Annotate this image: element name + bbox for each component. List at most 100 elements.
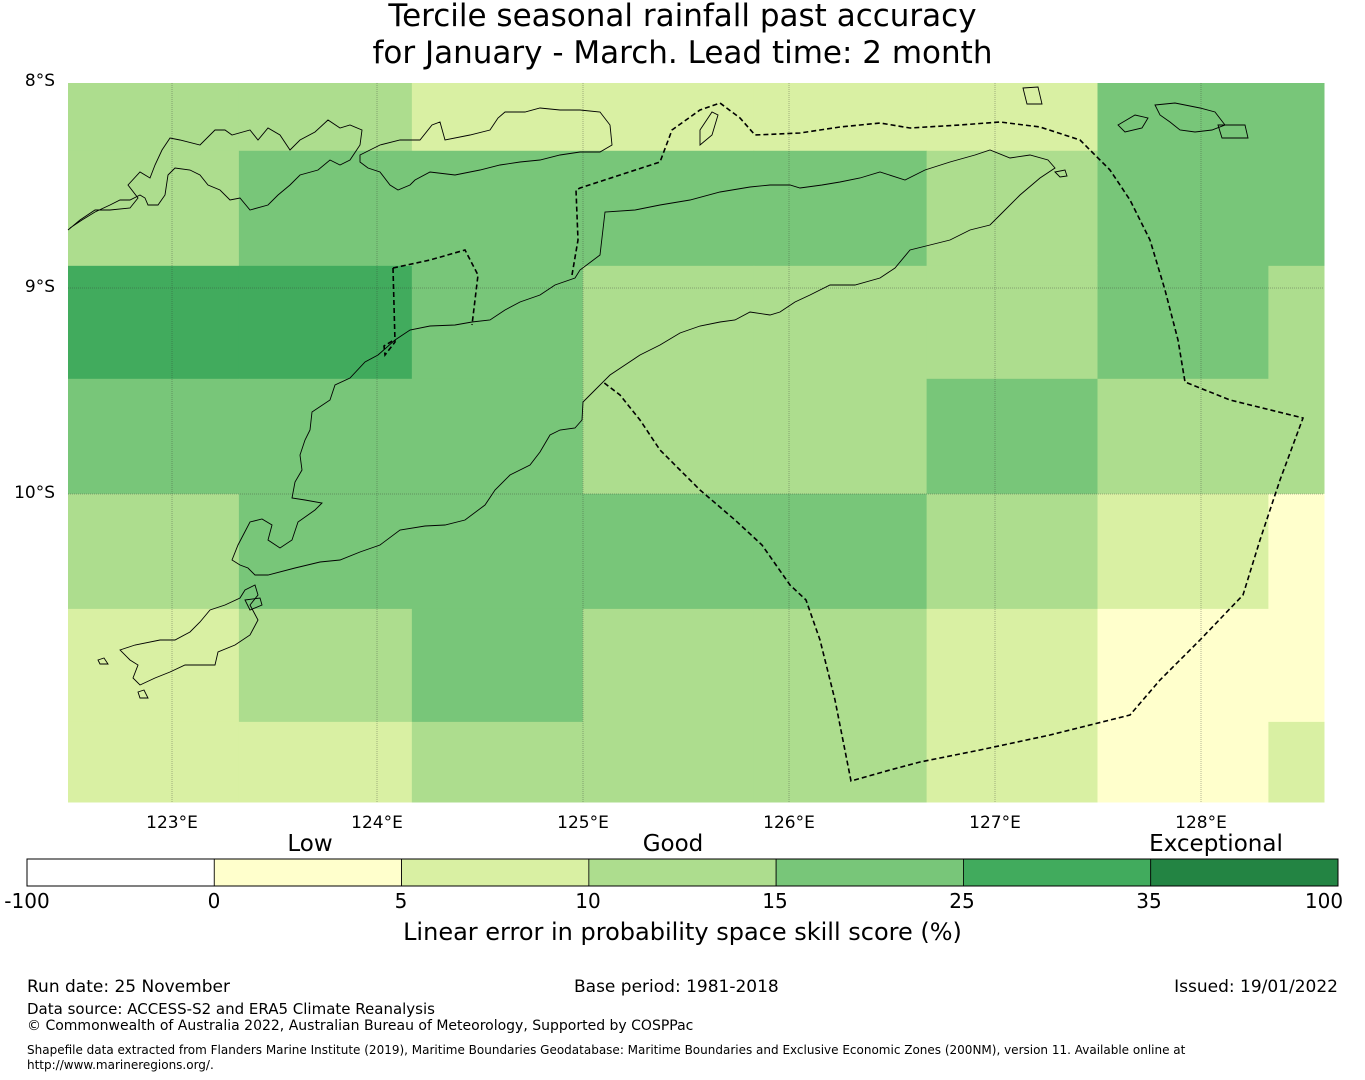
skill-cell — [1097, 83, 1269, 152]
colorbar-tick: 100 — [1304, 889, 1344, 913]
skill-cell — [411, 608, 584, 723]
lon-label-128e: 128°E — [1175, 813, 1227, 833]
atauro-coastline — [699, 111, 719, 146]
lon-label-125e: 125°E — [557, 813, 609, 833]
skill-cell — [926, 378, 1099, 495]
skill-cell — [1097, 150, 1269, 267]
colorbar-segment — [775, 858, 964, 887]
legend-category-low: Low — [287, 831, 333, 857]
timor-island-coastline — [231, 149, 1056, 576]
colorbar-segment — [1150, 858, 1339, 887]
issued-date: Issued: 19/01/2022 — [1174, 977, 1338, 997]
semau-coastline — [244, 597, 263, 611]
skill-cell — [753, 150, 928, 267]
wetar-coastline — [359, 107, 613, 191]
lon-label-123e: 123°E — [146, 813, 198, 833]
copyright: © Commonwealth of Australia 2022, Austra… — [27, 1018, 694, 1034]
map-title-line-2: for January - March. Lead time: 2 month — [372, 35, 993, 71]
leti-island-coastline — [1117, 114, 1149, 133]
skill-cell — [1268, 608, 1325, 723]
skill-cell — [1268, 83, 1325, 152]
colorbar-tick: 15 — [762, 889, 788, 913]
skill-cell — [753, 83, 928, 152]
skill-cell — [582, 150, 755, 267]
skill-cell — [582, 378, 755, 495]
small-island-coastline-2 — [137, 689, 149, 699]
colorbar-tick: 35 — [1136, 889, 1162, 913]
moa-island-coastline — [1154, 102, 1226, 133]
skill-cell — [411, 493, 584, 610]
skill-cell — [926, 265, 1099, 380]
colorbar-tick: 5 — [394, 889, 408, 913]
skill-cell — [411, 265, 584, 380]
skill-cell — [582, 493, 755, 610]
skill-cell — [238, 378, 413, 495]
skill-map — [26, 83, 1339, 887]
kisar-coastline — [1054, 169, 1068, 178]
skill-cell — [411, 721, 584, 803]
skill-cell — [753, 721, 928, 803]
lon-label-127e: 127°E — [969, 813, 1021, 833]
skill-cell — [1097, 493, 1269, 610]
skill-cell — [926, 493, 1099, 610]
legend-category-exceptional: Exceptional — [1149, 831, 1283, 857]
skill-cell — [68, 83, 240, 152]
skill-cell — [582, 608, 755, 723]
data-source: Data source: ACCESS-S2 and ERA5 Climate … — [27, 1000, 435, 1018]
shapefile-credit-line-1: Shapefile data extracted from Flanders M… — [27, 1043, 1186, 1057]
small-island-coastline-1 — [1022, 86, 1043, 105]
base-period: Base period: 1981-2018 — [574, 977, 779, 997]
lat-label-9s: 9°S — [24, 277, 55, 297]
lat-label-10s: 10°S — [14, 483, 55, 503]
shapefile-credit-line-2: http://www.marineregions.org/. — [27, 1058, 214, 1072]
skill-cell — [926, 83, 1099, 152]
skill-cell — [238, 83, 413, 152]
colorbar-segment — [588, 858, 777, 887]
skill-cell — [926, 608, 1099, 723]
skill-cell — [68, 493, 240, 610]
eez-boundary-north — [383, 249, 479, 358]
colorbar-tick: 25 — [949, 889, 975, 913]
skill-cell — [238, 721, 413, 803]
skill-cell — [753, 608, 928, 723]
skill-cell — [411, 83, 584, 152]
skill-cell — [1097, 265, 1269, 380]
skill-cell — [238, 265, 413, 380]
lon-label-126e: 126°E — [763, 813, 815, 833]
colorbar-segment — [26, 858, 215, 887]
skill-cell — [753, 265, 928, 380]
skill-cell — [582, 265, 755, 380]
skill-cell — [753, 493, 928, 610]
colorbar-tick: 10 — [575, 889, 601, 913]
skill-cell — [926, 721, 1099, 803]
skill-cell — [1097, 721, 1269, 803]
colorbar-title: Linear error in probability space skill … — [403, 918, 962, 946]
legend-category-good: Good — [642, 831, 704, 857]
colorbar-segment — [963, 858, 1152, 887]
skill-cell — [68, 378, 240, 495]
skill-cell — [68, 265, 240, 380]
roti-coastline — [119, 584, 259, 686]
lakor-coastline — [1217, 124, 1249, 139]
skill-cell — [1268, 493, 1325, 610]
skill-cell — [1268, 265, 1325, 380]
colorbar-frame — [26, 858, 1339, 887]
skill-cell — [926, 150, 1099, 267]
colorbar-segment — [401, 858, 590, 887]
colorbar-tick: -100 — [4, 889, 50, 913]
skill-cell — [238, 150, 413, 267]
map-title-line-1: Tercile seasonal rainfall past accuracy — [388, 0, 977, 34]
skill-cell — [1097, 608, 1269, 723]
colorbar-segment — [213, 858, 402, 887]
skill-cell — [411, 150, 584, 267]
skill-cell — [1097, 378, 1269, 495]
skill-cell — [1268, 378, 1325, 495]
skill-cell — [753, 378, 928, 495]
skill-cell — [1268, 721, 1325, 803]
skill-cell — [582, 721, 755, 803]
lat-label-8s: 8°S — [24, 71, 55, 91]
skill-cell — [1268, 150, 1325, 267]
lon-label-124e: 124°E — [351, 813, 403, 833]
skill-cell — [238, 608, 413, 723]
eez-boundary-east — [571, 102, 1305, 783]
